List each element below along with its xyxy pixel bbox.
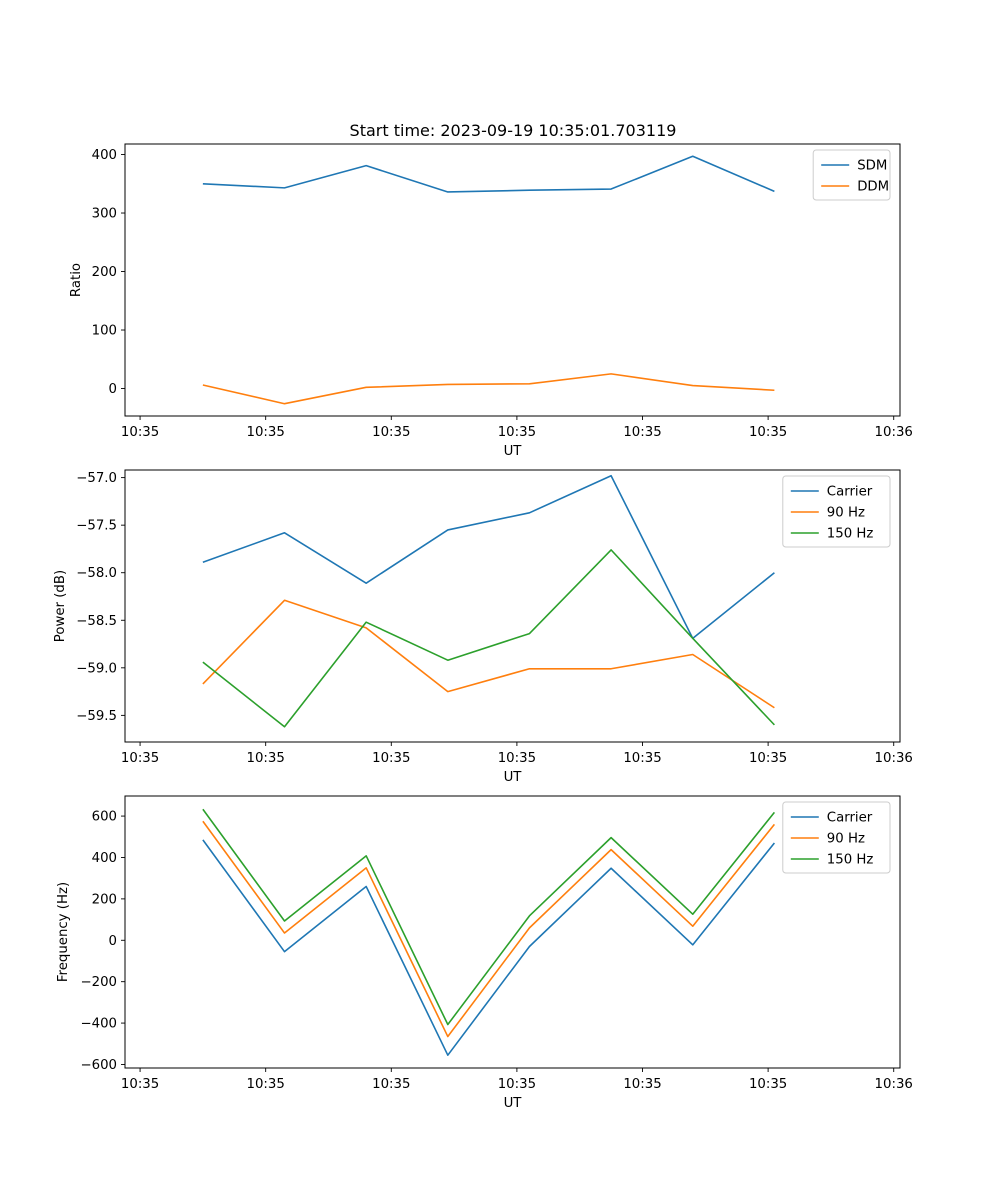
frequency-x-tick-label: 10:36 [875, 1077, 913, 1092]
power-y-tick-label: −58.5 [76, 614, 117, 629]
frequency-series-150-hz-line [202, 808, 776, 1026]
ratio-y-tick-label: 400 [92, 148, 117, 163]
ratio-x-tick-label: 10:35 [247, 425, 285, 440]
ratio-y-tick-label: 0 [109, 382, 117, 397]
ratio-series-sdm-line [202, 155, 775, 193]
power-legend-label: Carrier [827, 485, 873, 500]
frequency-legend-label: Carrier [827, 811, 873, 826]
ratio-x-tick-label: 10:36 [875, 425, 913, 440]
power-legend [782, 475, 891, 548]
power-x-axis-label: UT [504, 770, 523, 785]
frequency-x-tick-label: 10:35 [498, 1077, 536, 1092]
frequency-y-tick-label: −400 [80, 1017, 117, 1032]
ratio-legend-label: DDM [857, 180, 889, 195]
power-y-tick-label: −58.0 [76, 566, 117, 581]
frequency-legend-label: 90 Hz [827, 832, 865, 847]
ratio-legend-label: SDM [857, 159, 887, 174]
power-x-tick-label: 10:35 [372, 751, 410, 766]
ratio-x-tick-label: 10:35 [498, 425, 536, 440]
frequency-series-carrier-line [202, 839, 776, 1056]
ratio-y-tick-label: 100 [92, 324, 117, 339]
frequency-axes-frame [124, 795, 901, 1069]
frequency-legend [782, 801, 891, 874]
ratio-panel: 10:35 10:35 10:35 10:35 10:35 10:35 10:36 0 100 2… [69, 143, 913, 459]
power-x-tick-label: 10:35 [121, 751, 159, 766]
ratio-x-tick-label: 10:35 [121, 425, 159, 440]
frequency-y-tick-label: 400 [92, 851, 117, 866]
frequency-y-tick-label: −200 [80, 975, 117, 990]
ratio-axes-frame [124, 143, 901, 417]
frequency-x-tick-label: 10:35 [121, 1077, 159, 1092]
power-legend-label: 90 Hz [827, 506, 865, 521]
ratio-y-tick-label: 300 [92, 207, 117, 222]
frequency-y-tick-label: 600 [92, 810, 117, 825]
power-x-tick-label: 10:35 [247, 751, 285, 766]
power-series-150-hz-line [202, 549, 775, 728]
power-y-tick-label: −57.0 [76, 471, 117, 486]
frequency-panel: 10:35 10:35 10:35 10:35 10:35 10:35 10:36 −600 −… [56, 795, 913, 1111]
power-series-carrier-line [202, 474, 775, 640]
power-x-tick-label: 10:35 [498, 751, 536, 766]
frequency-y-tick-label: 0 [109, 934, 117, 949]
power-legend-label: 150 Hz [827, 527, 874, 542]
ratio-x-tick-label: 10:35 [749, 425, 787, 440]
ratio-series-ddm-line [202, 373, 775, 405]
ratio-x-tick-label: 10:35 [623, 425, 661, 440]
frequency-y-axis-label: Frequency (Hz) [56, 882, 71, 982]
frequency-series-90-hz-line [202, 820, 776, 1038]
power-y-tick-label: −59.0 [76, 661, 117, 676]
power-x-tick-label: 10:35 [749, 751, 787, 766]
ratio-y-axis-label: Ratio [69, 263, 84, 297]
power-panel: 10:35 10:35 10:35 10:35 10:35 10:35 10:36 −59.5… [53, 469, 913, 785]
frequency-y-tick-label: 200 [92, 892, 117, 907]
ratio-x-axis-label: UT [504, 444, 523, 459]
frequency-legend-label: 150 Hz [827, 853, 874, 868]
figure-title: Start time: 2023-09-19 10:35:01.703119 [350, 121, 677, 140]
frequency-x-tick-label: 10:35 [247, 1077, 285, 1092]
power-series-90-hz-line [202, 599, 775, 709]
frequency-y-tick-label: −600 [80, 1058, 117, 1073]
power-y-tick-label: −59.5 [76, 709, 117, 724]
ratio-y-tick-label: 200 [92, 265, 117, 280]
power-y-tick-label: −57.5 [76, 519, 117, 534]
power-axes-frame [124, 469, 901, 743]
ratio-legend [812, 149, 891, 201]
ratio-x-tick-label: 10:35 [372, 425, 410, 440]
power-y-axis-label: Power (dB) [53, 570, 68, 642]
power-x-tick-label: 10:35 [623, 751, 661, 766]
frequency-x-tick-label: 10:35 [372, 1077, 410, 1092]
power-x-tick-label: 10:36 [875, 751, 913, 766]
frequency-x-axis-label: UT [504, 1096, 523, 1111]
frequency-x-tick-label: 10:35 [623, 1077, 661, 1092]
frequency-x-tick-label: 10:35 [749, 1077, 787, 1092]
